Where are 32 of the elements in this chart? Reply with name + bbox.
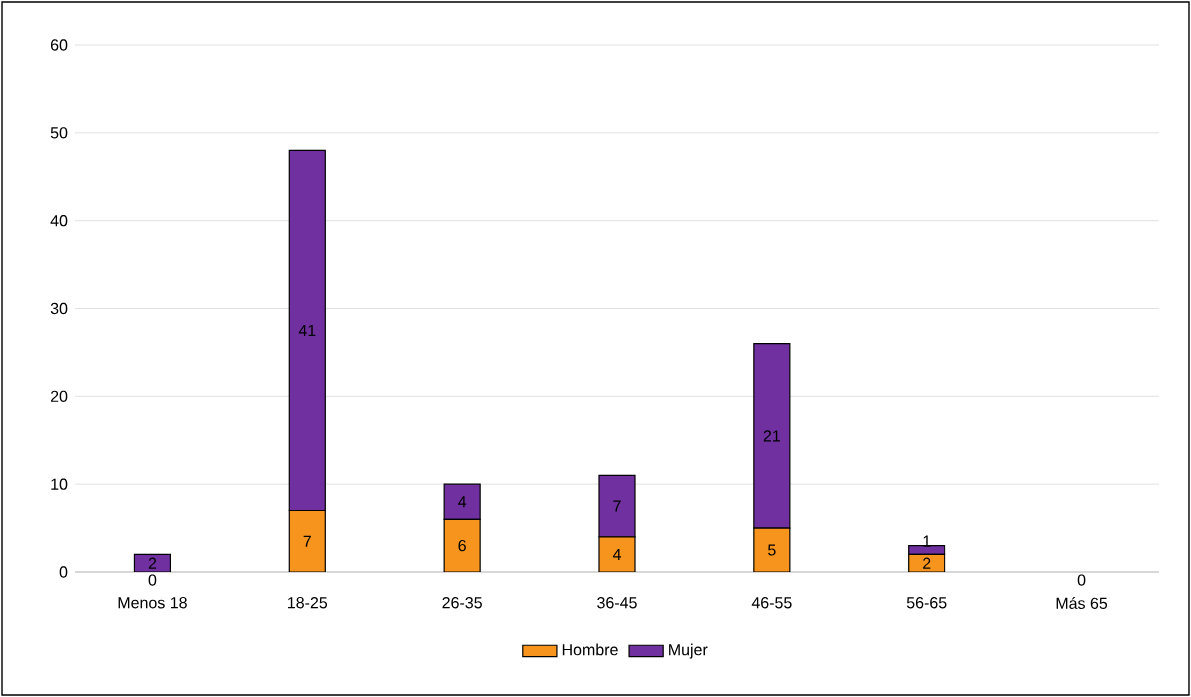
x-tick-label: 26-35 [442,597,482,609]
data-label: 4 [458,496,467,508]
data-label: 0 [1077,574,1086,586]
x-tick-label: Más 65 [1056,597,1108,609]
bar [133,553,172,572]
x-tick-label: Menos 18 [118,597,187,609]
y-tick-label: 10 [51,478,68,490]
x-tick-label: 46-55 [751,597,792,609]
data-label: 6 [458,539,466,552]
data-label: 21 [763,430,780,442]
x-tick-label: 36-45 [597,597,637,609]
data-label: 2 [923,557,931,569]
legend-label: Mujer [669,643,708,659]
x-tick-label: 18-25 [288,597,328,609]
y-tick-label: 30 [50,302,68,315]
y-tick-label: 20 [50,390,68,402]
data-label: 4 [612,548,621,560]
data-label: 7 [303,535,311,547]
data-label: 41 [298,324,316,336]
y-tick-label: 0 [59,566,68,578]
bar [288,509,326,572]
data-label: 7 [613,500,621,512]
legend-label: Hombre [562,643,618,656]
y-tick-label: 40 [50,215,68,227]
y-tick-label: 60 [50,39,68,51]
x-tick-label: 56-65 [906,597,947,609]
bar [753,527,791,572]
data-label: 0 [148,574,157,586]
bar [443,518,481,572]
y-tick-label: 50 [50,127,68,139]
data-label: 5 [768,544,776,556]
data-label: 2 [148,557,157,569]
